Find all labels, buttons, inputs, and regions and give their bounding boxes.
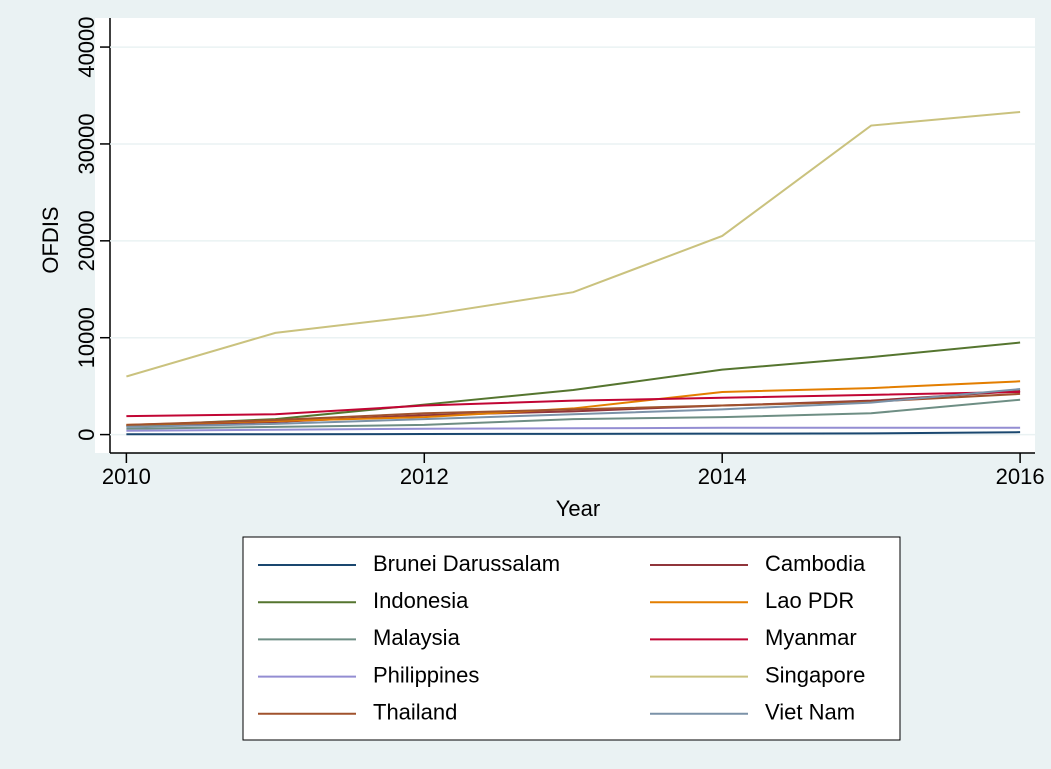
y-tick-label: 40000 bbox=[74, 16, 99, 77]
legend-label: Lao PDR bbox=[765, 588, 854, 613]
legend-label: Myanmar bbox=[765, 625, 857, 650]
legend-label: Cambodia bbox=[765, 551, 866, 576]
legend-label: Malaysia bbox=[373, 625, 461, 650]
legend-label: Viet Nam bbox=[765, 700, 855, 725]
x-tick-label: 2016 bbox=[996, 464, 1045, 489]
legend-label: Indonesia bbox=[373, 588, 469, 613]
series-line bbox=[126, 398, 1021, 430]
x-tick-label: 2010 bbox=[102, 464, 151, 489]
series-line bbox=[126, 110, 1021, 378]
y-tick-label: 30000 bbox=[74, 113, 99, 174]
y-tick-label: 0 bbox=[74, 428, 99, 440]
series-line bbox=[126, 431, 1021, 436]
y-axis-label: OFDIS bbox=[38, 206, 63, 273]
x-tick-label: 2012 bbox=[400, 464, 449, 489]
legend-label: Philippines bbox=[373, 662, 479, 687]
y-tick-label: 10000 bbox=[74, 307, 99, 368]
legend-label: Singapore bbox=[765, 662, 865, 687]
series-line bbox=[126, 426, 1021, 432]
series-line bbox=[126, 390, 1021, 418]
series-line bbox=[126, 388, 1021, 428]
legend-label: Thailand bbox=[373, 700, 457, 725]
x-tick-label: 2014 bbox=[698, 464, 747, 489]
y-tick-label: 20000 bbox=[74, 210, 99, 271]
x-axis-label: Year bbox=[556, 496, 600, 521]
legend-label: Brunei Darussalam bbox=[373, 551, 560, 576]
plot-area bbox=[95, 18, 1035, 453]
